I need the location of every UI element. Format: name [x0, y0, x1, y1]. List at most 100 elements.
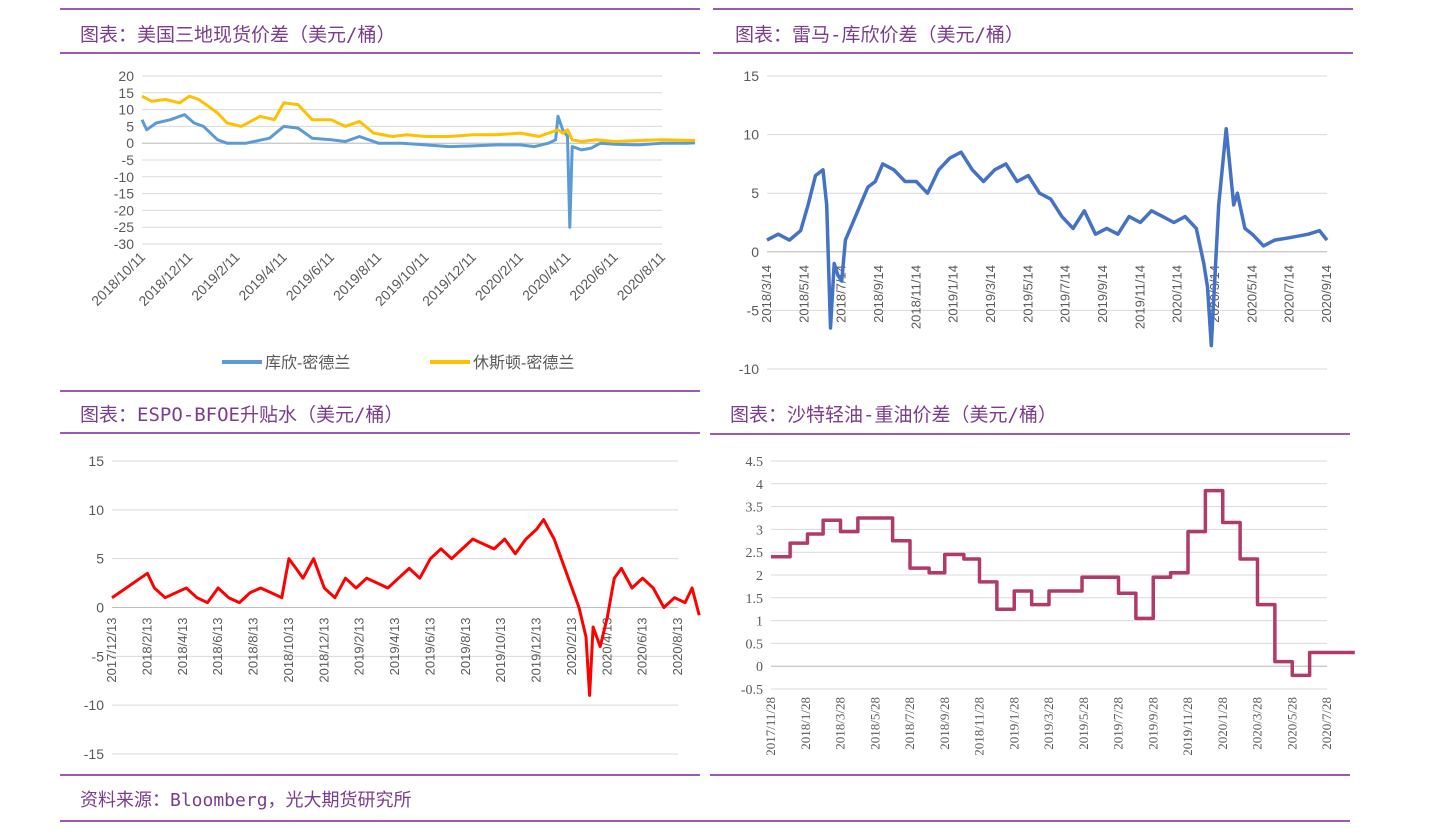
y-tick-label: 2 — [756, 569, 763, 584]
x-tick-label: 2019/2/13 — [352, 618, 367, 676]
x-tick-label: 2019/7/14 — [1058, 265, 1073, 323]
x-tick-label: 2019/1/14 — [946, 265, 961, 323]
chart1-title: 图表：美国三地现货价差（美元/桶） — [80, 24, 396, 46]
legend-label: 休斯顿-密德兰 — [473, 354, 574, 372]
y-tick-label: -10 — [114, 169, 134, 185]
x-tick-label: 2020/3/28 — [1250, 697, 1265, 750]
series-line-0 — [766, 126, 1329, 348]
chart4-title: 图表：沙特轻油-重油价差（美元/桶） — [730, 404, 1057, 426]
x-tick-label: 2019/8/13 — [458, 618, 473, 676]
x-tick-label: 2018/8/13 — [246, 618, 261, 676]
x-tick-label: 2018/11/14 — [908, 265, 923, 329]
y-tick-label: 0.5 — [746, 637, 764, 652]
x-tick-label: 2018/7/14 — [834, 265, 849, 323]
y-tick-label: -25 — [114, 219, 134, 235]
source-note: 资料来源：Bloomberg，光大期货研究所 — [80, 790, 412, 811]
y-tick-label: 10 — [743, 127, 759, 143]
y-tick-label: 4.5 — [746, 455, 764, 470]
x-tick-label: 2018/3/28 — [833, 697, 848, 750]
x-tick-label: 2019/9/28 — [1145, 697, 1160, 750]
y-tick-label: 5 — [96, 551, 104, 567]
y-tick-label: -5 — [92, 648, 105, 664]
x-tick-label: 2018/9/28 — [937, 697, 952, 750]
x-tick-label: 2018/7/28 — [902, 697, 917, 750]
x-tick-label: 2020/7/14 — [1282, 265, 1297, 323]
x-tick-label: 2018/5/14 — [796, 265, 811, 323]
series-line-0 — [140, 113, 696, 229]
divider — [60, 390, 700, 392]
y-tick-label: 3.5 — [746, 501, 764, 516]
x-tick-label: 2020/8/11 — [613, 249, 668, 304]
x-tick-label: 2019/4/13 — [387, 618, 402, 676]
x-tick-label: 2020/2/13 — [564, 618, 579, 676]
divider — [710, 774, 1350, 776]
y-tick-label: -20 — [114, 202, 134, 218]
x-tick-label: 2018/12/13 — [316, 618, 331, 683]
y-tick-label: 15 — [88, 453, 104, 469]
series-line-1 — [141, 94, 696, 143]
y-tick-label: -15 — [114, 186, 134, 202]
divider — [60, 52, 700, 54]
x-tick-label: 2019/4/11 — [235, 249, 290, 304]
y-tick-label: 0 — [96, 600, 104, 616]
x-tick-label: 2019/5/14 — [1020, 265, 1035, 323]
x-tick-label: 2019/6/13 — [422, 618, 437, 676]
x-tick-label: 2019/3/28 — [1041, 697, 1056, 750]
x-tick-label: 2019/5/28 — [1076, 697, 1091, 750]
x-tick-label: 2020/6/11 — [566, 249, 621, 304]
y-tick-label: 10 — [118, 102, 134, 118]
chart3-title: 图表：ESPO-BFOE升贴水（美元/桶） — [80, 404, 404, 426]
series-line-0 — [111, 518, 701, 697]
y-tick-label: 0 — [756, 660, 763, 675]
x-tick-label: 2020/9/14 — [1319, 265, 1334, 323]
x-tick-label: 2017/12/13 — [104, 618, 119, 683]
x-tick-label: 2019/7/28 — [1111, 697, 1126, 750]
x-tick-label: 2020/7/28 — [1319, 697, 1334, 750]
x-tick-label: 2018/1/28 — [798, 697, 813, 750]
series-line-0 — [771, 488, 1355, 678]
y-tick-label: 20 — [118, 68, 134, 84]
x-tick-label: 2019/12/13 — [529, 618, 544, 683]
x-tick-label: 2018/10/13 — [281, 618, 296, 683]
chart-mars-cushing: 15 10 5 0 -5 -10 2018/3/14 2018/5/14 2018/7/14 20… — [739, 68, 1334, 377]
x-tick-label: 2019/11/28 — [1180, 697, 1195, 756]
x-tick-label: 2017/11/28 — [763, 697, 778, 756]
y-tick-label: 15 — [118, 85, 134, 101]
y-tick-label: 5 — [126, 118, 134, 134]
y-tick-label: 3 — [756, 523, 763, 538]
y-tick-label: -5 — [747, 302, 760, 318]
y-tick-label: 15 — [743, 68, 759, 84]
divider — [60, 774, 700, 776]
divider — [60, 820, 1350, 822]
y-tick-label: 0 — [751, 244, 759, 260]
legend-label: 库欣-密德兰 — [265, 354, 350, 372]
x-tick-label: 2018/6/13 — [210, 618, 225, 676]
y-tick-label: 10 — [88, 502, 104, 518]
x-tick-label: 2020/5/14 — [1244, 265, 1259, 323]
divider — [60, 8, 700, 10]
y-tick-label: 5 — [751, 185, 759, 201]
y-tick-label: 4 — [756, 478, 763, 493]
y-tick-label: 1 — [756, 615, 763, 630]
x-tick-label: 2018/3/14 — [759, 265, 774, 323]
x-tick-label: 2019/3/14 — [983, 265, 998, 323]
y-tick-label: -5 — [122, 152, 135, 168]
x-tick-label: 2020/5/28 — [1284, 697, 1299, 750]
x-tick-label: 2019/10/13 — [493, 618, 508, 683]
x-tick-label: 2019/9/14 — [1095, 265, 1110, 323]
y-tick-label: -0.5 — [741, 683, 763, 698]
x-tick-label: 2018/5/28 — [867, 697, 882, 750]
x-tick-label: 2020/6/13 — [635, 618, 650, 676]
y-tick-label: -15 — [84, 746, 104, 762]
x-tick-label: 2018/4/13 — [175, 618, 190, 676]
x-tick-label: 2018/11/28 — [972, 697, 987, 756]
x-tick-label: 2019/11/14 — [1132, 265, 1147, 329]
x-tick-label: 2020/4/11 — [519, 249, 574, 304]
y-tick-label: 2.5 — [746, 546, 764, 561]
y-tick-label: -10 — [84, 697, 104, 713]
chart-espo-bfoe: 15 10 5 0 -5 -10 -15 2017/12/13 2018/2/13 2018/4/… — [84, 453, 701, 762]
y-tick-label: -10 — [739, 361, 759, 377]
x-tick-label: 2018/9/14 — [871, 265, 886, 323]
x-tick-label: 2020/1/28 — [1215, 697, 1230, 750]
